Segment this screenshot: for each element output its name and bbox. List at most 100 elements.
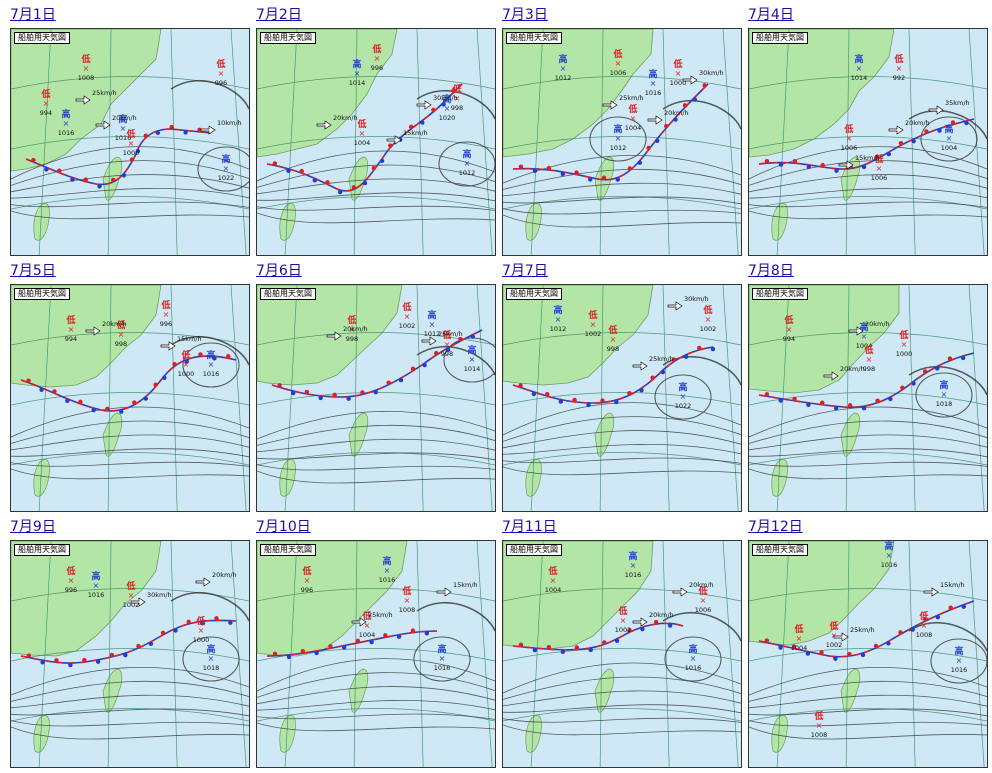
wind-arrow-icon: [195, 577, 211, 587]
low-pressure-center: 低×998: [607, 324, 619, 353]
date-link[interactable]: 7月3日: [502, 7, 548, 23]
warm-front-marker: [83, 177, 89, 182]
wind-annotation: 35km/h: [928, 99, 970, 115]
pressure-value: 1016: [685, 664, 702, 672]
date-link[interactable]: 7月10日: [256, 519, 311, 535]
pressure-value: 1012: [555, 74, 572, 82]
warm-front-marker: [819, 650, 824, 655]
high-label: 高: [954, 645, 963, 657]
weather-map-image[interactable]: 船舶用天気図高 × 1016 高 × 1016 低 × 996 低 × 1004 低 × 1008 25km/…: [256, 540, 496, 768]
low-pressure-center: 低×996: [301, 565, 313, 594]
weather-map-image[interactable]: 船舶用天気図高 × 1012 高 × 1014 低 × 998 低 × 1002 低 × 998 20km/h…: [256, 284, 496, 512]
low-label: 低: [361, 610, 371, 622]
cold-front-marker: [318, 395, 323, 401]
low-label: 低: [215, 58, 225, 70]
island: [771, 202, 788, 241]
wind-speed-label: 15km/h: [403, 129, 428, 137]
warm-front-marker: [664, 123, 669, 129]
cold-front-marker: [935, 366, 940, 371]
date-link[interactable]: 7月2日: [256, 7, 302, 23]
weather-map-image[interactable]: 船舶用天気図高 × 1012 高 × 1016 高 × 1012 低 × 1006 低 × 1004 低 × 10…: [502, 28, 742, 256]
low-label: 低: [356, 118, 366, 130]
pressure-value: 1002: [585, 330, 602, 338]
pressure-value: 1018: [936, 400, 953, 408]
date-link[interactable]: 7月9日: [10, 519, 56, 535]
high-label: 高: [859, 321, 868, 333]
warm-front-marker: [272, 161, 278, 166]
low-label: 低: [697, 585, 707, 597]
pressure-value: 1022: [675, 402, 692, 410]
weather-map-image[interactable]: 船舶用天気図高 × 1016 高 × 1016 低 × 1004 低 × 1002 低 × 1006 20km…: [502, 540, 742, 768]
date-link[interactable]: 7月11日: [502, 519, 557, 535]
high-label: 高: [61, 108, 70, 120]
pressure-value: 998: [607, 345, 619, 353]
svg-text:×: ×: [630, 114, 637, 123]
cold-front-marker: [91, 407, 96, 413]
weather-map-svg: 高×1014高×1020高×1012低×996低×1004低×99820km/h…: [257, 29, 495, 255]
wind-speed-label: 30km/h: [699, 69, 724, 77]
cold-front-marker: [290, 390, 296, 396]
weather-map-image[interactable]: 船舶用天気図高 × 1016 低 × 994 低 × 998 低 × 996 低 × 1000 20km/h 1…: [10, 284, 250, 512]
warm-front-marker: [574, 170, 579, 175]
svg-text:×: ×: [384, 566, 391, 575]
date-link[interactable]: 7月4日: [748, 7, 794, 23]
svg-text:×: ×: [786, 325, 793, 334]
weather-map-card: 7月5日 船舶用天気図高 × 1016 低 × 994 低 × 998 低 × 996 低 × 1000 20k…: [10, 262, 250, 512]
weather-map-card: 7月12日 船舶用天気図高 × 1016 高 × 1016 低 × 1004 低 × 1002 低 × 100…: [748, 518, 988, 768]
latlon-grid: [257, 29, 495, 255]
low-label: 低: [160, 299, 170, 311]
land-area: [11, 285, 162, 388]
low-pressure-center: 低×1000: [123, 128, 140, 157]
warm-front-marker: [650, 375, 655, 380]
date-link[interactable]: 7月6日: [256, 263, 302, 279]
weather-map-image[interactable]: 船舶用天気図高 × 1014 高 × 1020 高 × 1012 低 × 996 低 × 1004 低 × 998…: [256, 28, 496, 256]
warm-front-marker: [950, 120, 956, 125]
wind-annotation: 20km/h: [647, 109, 689, 125]
cold-front-marker: [135, 148, 141, 154]
pressure-value: 1002: [826, 641, 843, 649]
low-label: 低: [301, 565, 311, 577]
pressure-value: 996: [301, 586, 313, 594]
weather-map-image[interactable]: 船舶用天気図高 × 1004 高 × 1018 低 × 994 低 × 998 低 × 1000 20km/h…: [748, 284, 988, 512]
pressure-value: 1000: [896, 350, 913, 358]
date-link[interactable]: 7月7日: [502, 263, 548, 279]
weather-map-svg: 高×1014高×1004低×992低×1006低×100635km/h20km/…: [749, 29, 987, 255]
weather-map-image[interactable]: 船舶用天気図高 × 1016 高 × 1016 高 × 1022 低 × 994 低 × 1008 低 × 100…: [10, 28, 250, 256]
date-link[interactable]: 7月12日: [748, 519, 803, 535]
weather-map-image[interactable]: 船舶用天気図高 × 1012 高 × 1022 低 × 1002 低 × 998 低 × 1002 30km/…: [502, 284, 742, 512]
pressure-value: 1014: [349, 79, 366, 87]
pressure-value: 994: [40, 109, 52, 117]
warm-front-marker: [169, 124, 174, 130]
low-label: 低: [65, 565, 75, 577]
date-link[interactable]: 7月1日: [10, 7, 56, 23]
wind-speed-label: 25km/h: [649, 355, 674, 363]
weather-map-image[interactable]: 船舶用天気図高 × 1016 高 × 1016 低 × 1004 低 × 1002 低 × 1008 低 × 10…: [748, 540, 988, 768]
low-pressure-center: 低×1006: [695, 585, 712, 614]
land-area: [749, 285, 900, 394]
date-link[interactable]: 7月5日: [10, 263, 56, 279]
wind-annotation: 15km/h: [436, 581, 478, 597]
weather-map-image[interactable]: 船舶用天気図高 × 1016 高 × 1018 低 × 996 低 × 1002 低 × 1000 30km/…: [10, 540, 250, 768]
high-pressure-center: 高×1016: [203, 349, 220, 378]
warm-front-marker: [160, 630, 166, 636]
cold-front-marker: [588, 177, 593, 182]
high-pressure-center: 高×1014: [851, 53, 868, 82]
date-link[interactable]: 7月8日: [748, 263, 794, 279]
low-label: 低: [702, 304, 712, 316]
wind-annotation: 25km/h: [351, 611, 393, 627]
svg-text:×: ×: [183, 360, 190, 369]
warm-front-marker: [110, 177, 116, 183]
island: [279, 202, 296, 241]
warm-front-marker: [226, 354, 231, 359]
warm-front-marker: [572, 397, 577, 403]
high-pressure-center: 高×1016: [881, 541, 898, 569]
weather-map-image[interactable]: 船舶用天気図高 × 1014 高 × 1004 低 × 992 低 × 1006 低 × 1006 35km/…: [748, 28, 988, 256]
warm-front-marker: [627, 390, 632, 396]
cold-front-marker: [673, 117, 678, 122]
weather-map-svg: 高×1016高×1016高×1022低×994低×1008低×1000低×996…: [11, 29, 249, 255]
warm-front-marker: [214, 616, 219, 621]
land-area: [503, 285, 654, 386]
svg-text:×: ×: [615, 59, 622, 68]
cold-front-marker: [639, 387, 644, 393]
